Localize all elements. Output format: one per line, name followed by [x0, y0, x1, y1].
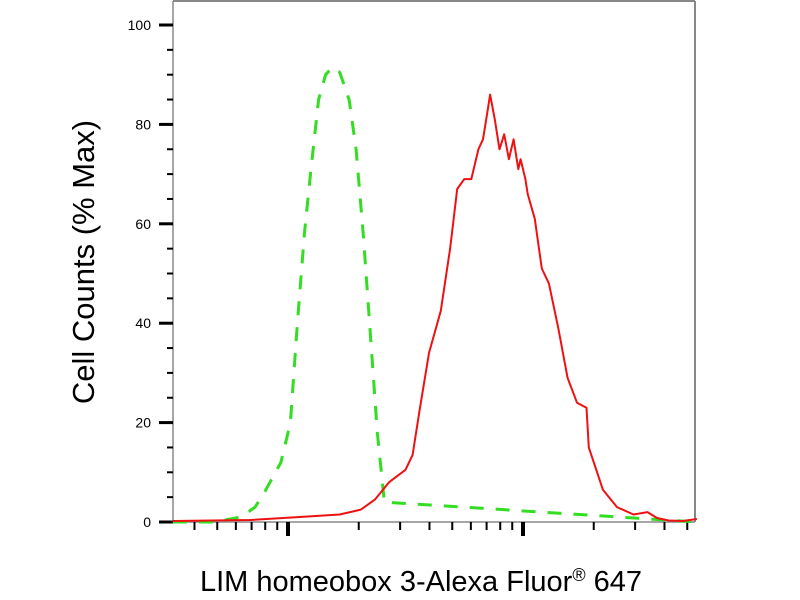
- y-tick-label: 60: [135, 216, 151, 232]
- y-tick-label: 80: [135, 116, 151, 132]
- y-tick-label: 40: [135, 315, 151, 331]
- y-axis-label: Cell Counts (% Max): [66, 119, 101, 405]
- x-axis-label-text: LIM homeobox 3-Alexa Fluor: [199, 566, 573, 598]
- x-axis-label-suffix: 647: [593, 566, 643, 598]
- sample-histogram-line: [172, 93, 698, 522]
- registered-mark: ®: [572, 565, 586, 585]
- y-tick-label: 0: [143, 514, 151, 530]
- control-histogram-line: [172, 65, 697, 524]
- y-tick-label: 100: [128, 17, 152, 33]
- x-axis-label: LIM homeobox 3-Alexa Fluor® 647: [0, 565, 800, 599]
- y-tick-label: 20: [135, 415, 151, 431]
